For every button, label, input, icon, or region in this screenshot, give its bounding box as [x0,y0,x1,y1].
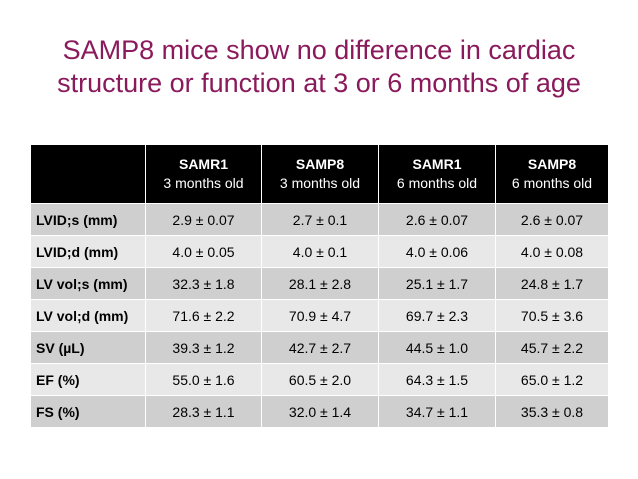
column-header-strain: SAMR1 [412,156,462,172]
table-cell: 2.6 ± 0.07 [495,203,609,236]
column-header-samp8-6mo: SAMP8 6 months old [495,144,609,204]
slide-title-line-2: structure or function at 3 or 6 months o… [57,68,581,98]
row-label: LV vol;d (mm) [30,299,146,332]
table-cell: 32.3 ± 1.8 [145,267,262,300]
table-cell: 65.0 ± 1.2 [495,363,609,396]
table-cell: 44.5 ± 1.0 [378,331,496,364]
table-cell: 2.6 ± 0.07 [378,203,496,236]
column-header-samp8-3mo: SAMP8 3 months old [261,144,379,204]
table-header-row: SAMR1 3 months old SAMP8 3 months old SA… [30,144,609,204]
column-header-strain: SAMR1 [178,156,228,172]
slide-title-line-1: SAMP8 mice show no difference in cardiac [62,35,576,65]
table-cell: 28.1 ± 2.8 [261,267,379,300]
table-cell: 34.7 ± 1.1 [378,395,496,428]
row-label: SV (µL) [30,331,146,364]
table-cell: 2.7 ± 0.1 [261,203,379,236]
column-header-age: 6 months old [396,175,478,191]
row-label: LVID;s (mm) [30,203,146,236]
column-header-age: 3 months old [279,175,361,191]
table-cell: 35.3 ± 0.8 [495,395,609,428]
table-row: FS (%) 28.3 ± 1.1 32.0 ± 1.4 34.7 ± 1.1 … [30,395,609,428]
table-cell: 28.3 ± 1.1 [145,395,262,428]
row-label: LV vol;s (mm) [30,267,146,300]
cardiac-data-table: SAMR1 3 months old SAMP8 3 months old SA… [30,144,609,428]
row-label: FS (%) [30,395,146,428]
table-cell: 55.0 ± 1.6 [145,363,262,396]
table-cell: 45.7 ± 2.2 [495,331,609,364]
table-cell: 70.9 ± 4.7 [261,299,379,332]
table-cell: 4.0 ± 0.05 [145,235,262,268]
table-cell: 69.7 ± 2.3 [378,299,496,332]
column-header-strain: SAMP8 [295,156,345,172]
data-table-container: SAMR1 3 months old SAMP8 3 months old SA… [30,144,609,428]
table-cell: 2.9 ± 0.07 [145,203,262,236]
table-cell: 60.5 ± 2.0 [261,363,379,396]
column-header-age: 6 months old [511,175,593,191]
row-label: EF (%) [30,363,146,396]
slide-title: SAMP8 mice show no difference in cardiac… [0,34,638,100]
table-cell: 24.8 ± 1.7 [495,267,609,300]
table-row: LV vol;s (mm) 32.3 ± 1.8 28.1 ± 2.8 25.1… [30,267,609,300]
column-header-samr1-6mo: SAMR1 6 months old [378,144,496,204]
table-row: SV (µL) 39.3 ± 1.2 42.7 ± 2.7 44.5 ± 1.0… [30,331,609,364]
table-cell: 64.3 ± 1.5 [378,363,496,396]
table-cell: 4.0 ± 0.1 [261,235,379,268]
table-row: EF (%) 55.0 ± 1.6 60.5 ± 2.0 64.3 ± 1.5 … [30,363,609,396]
table-cell: 70.5 ± 3.6 [495,299,609,332]
column-header-samr1-3mo: SAMR1 3 months old [145,144,262,204]
table-cell: 32.0 ± 1.4 [261,395,379,428]
table-cell: 25.1 ± 1.7 [378,267,496,300]
table-cell: 4.0 ± 0.06 [378,235,496,268]
table-row: LVID;s (mm) 2.9 ± 0.07 2.7 ± 0.1 2.6 ± 0… [30,203,609,236]
column-header-strain: SAMP8 [527,156,577,172]
row-label: LVID;d (mm) [30,235,146,268]
table-cell: 71.6 ± 2.2 [145,299,262,332]
column-header-age: 3 months old [163,175,244,191]
table-corner-cell [30,144,146,204]
table-cell: 39.3 ± 1.2 [145,331,262,364]
table-cell: 4.0 ± 0.08 [495,235,609,268]
table-row: LV vol;d (mm) 71.6 ± 2.2 70.9 ± 4.7 69.7… [30,299,609,332]
table-cell: 42.7 ± 2.7 [261,331,379,364]
table-row: LVID;d (mm) 4.0 ± 0.05 4.0 ± 0.1 4.0 ± 0… [30,235,609,268]
